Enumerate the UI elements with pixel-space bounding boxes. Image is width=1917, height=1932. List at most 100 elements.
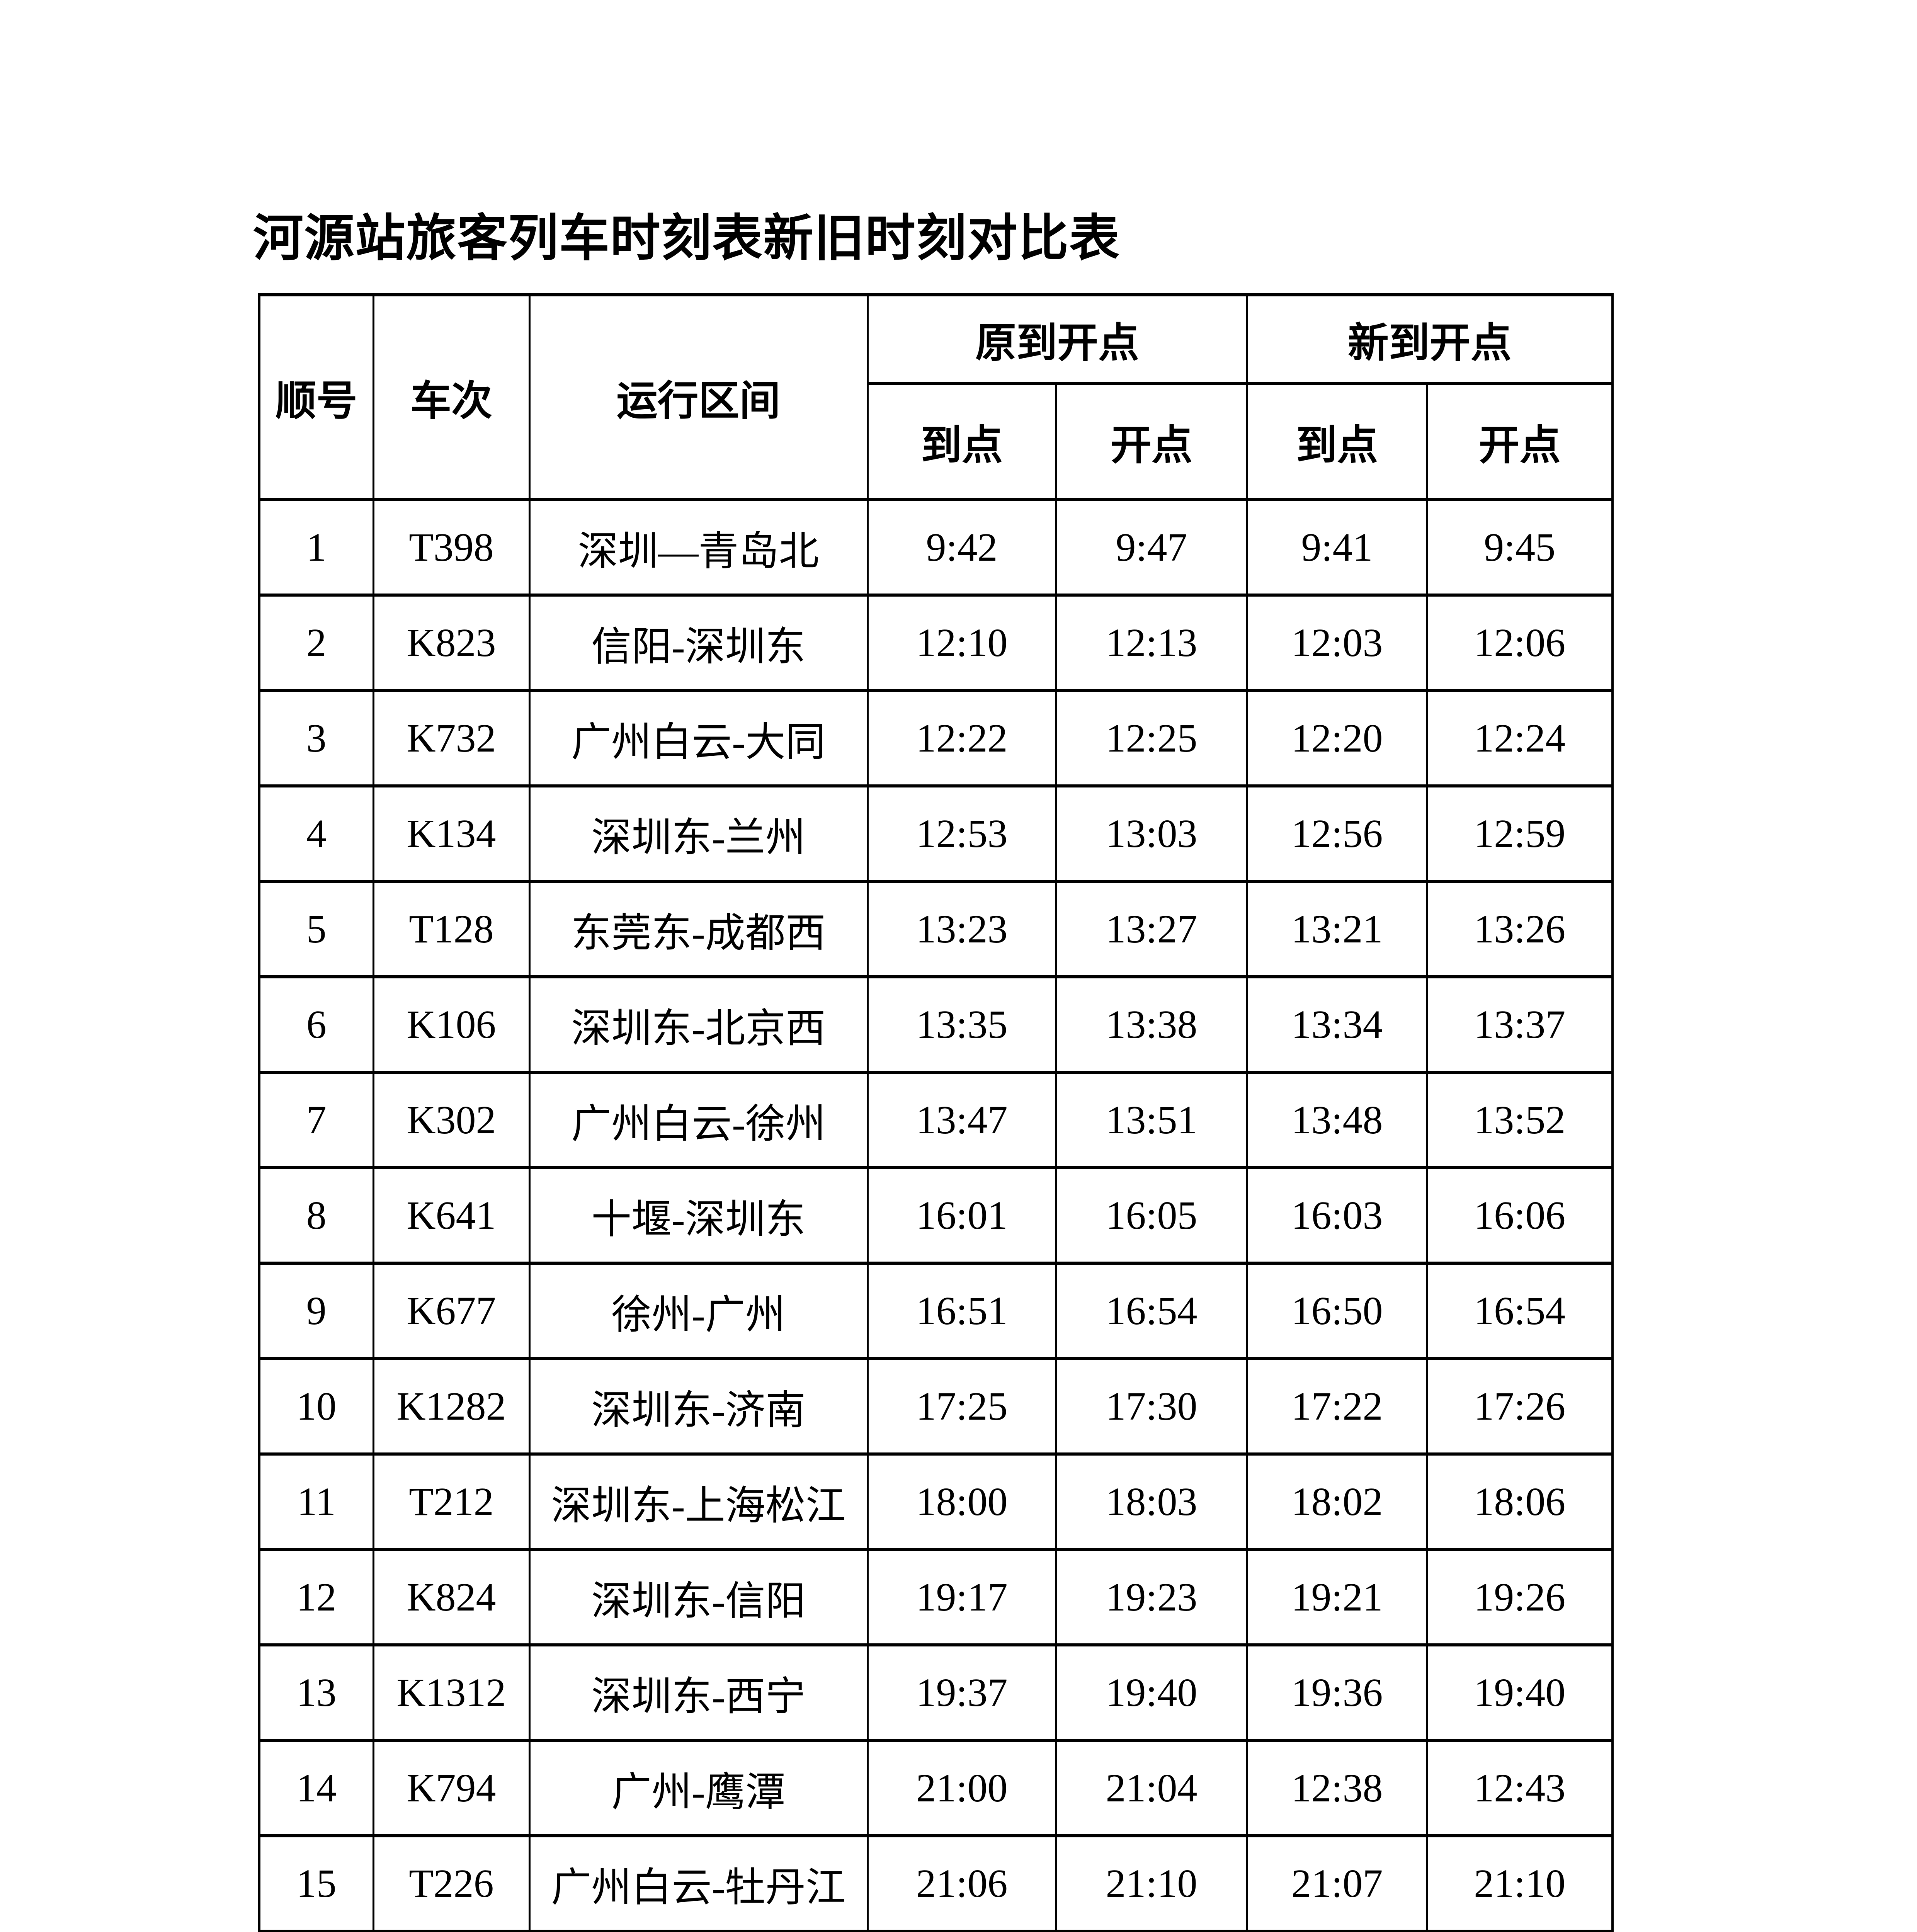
new-departure-cell: 19:26 xyxy=(1426,1548,1614,1646)
new-departure-cell: 12:43 xyxy=(1426,1738,1614,1837)
new-arrival-cell: 9:41 xyxy=(1246,498,1428,597)
route-cell: 深圳东-济南 xyxy=(528,1357,869,1456)
row-seq-cell: 10 xyxy=(258,1357,374,1456)
table-row: 5 T128 东莞东-成都西 13:23 13:27 13:21 13:26 xyxy=(258,879,1614,978)
header-new-depart: 开点 xyxy=(1426,382,1614,501)
old-departure-cell: 13:51 xyxy=(1055,1070,1248,1169)
train-number-cell: K641 xyxy=(372,1166,531,1265)
table-row: 6 K106 深圳东-北京西 13:35 13:38 13:34 13:37 xyxy=(258,975,1614,1074)
new-arrival-cell: 13:48 xyxy=(1246,1070,1428,1169)
old-arrival-cell: 19:17 xyxy=(866,1548,1057,1646)
old-departure-cell: 21:26 xyxy=(1055,1929,1248,1932)
route-cell: 广州白云-大同 xyxy=(528,689,869,787)
route-cell: 深圳东-上海松江 xyxy=(528,1452,869,1551)
old-arrival-cell: 13:47 xyxy=(866,1070,1057,1169)
new-arrival-cell: 12:56 xyxy=(1246,784,1428,883)
old-departure-cell: 18:03 xyxy=(1055,1452,1248,1551)
route-cell: 东莞东-成都西 xyxy=(528,879,869,978)
new-arrival-cell: 17:22 xyxy=(1246,1357,1428,1456)
header-old-arrive: 到点 xyxy=(866,382,1057,501)
row-seq-cell: 9 xyxy=(258,1261,374,1360)
row-seq-cell: 15 xyxy=(258,1834,374,1932)
header-new-arrive: 到点 xyxy=(1246,382,1428,501)
train-number-cell: T226 xyxy=(372,1834,531,1932)
old-arrival-cell: 12:10 xyxy=(866,593,1057,692)
new-departure-cell: 19:40 xyxy=(1426,1643,1614,1742)
train-number-cell: T398 xyxy=(372,498,531,597)
row-seq-cell: 6 xyxy=(258,975,374,1074)
table-row: 4 K134 深圳东-兰州 12:53 13:03 12:56 12:59 xyxy=(258,784,1614,883)
new-departure-cell: 13:26 xyxy=(1426,879,1614,978)
old-departure-cell: 12:25 xyxy=(1055,689,1248,787)
old-departure-cell: 9:47 xyxy=(1055,498,1248,597)
page-title: 河源站旅客列车时刻表新旧时刻对比表 xyxy=(253,211,1121,267)
new-departure-cell: 18:06 xyxy=(1426,1452,1614,1551)
old-arrival-cell: 13:35 xyxy=(866,975,1057,1074)
new-departure-cell: 13:52 xyxy=(1426,1070,1614,1169)
row-seq-cell: 14 xyxy=(258,1738,374,1837)
table-row: 10 K1282 深圳东-济南 17:25 17:30 17:22 17:26 xyxy=(258,1357,1614,1456)
row-seq-cell: 16 xyxy=(258,1929,374,1932)
header-old-group: 原到开点 xyxy=(866,293,1248,385)
route-cell: 深圳东-兰州 xyxy=(528,784,869,883)
old-departure-cell: 16:05 xyxy=(1055,1166,1248,1265)
route-cell: 深圳—青岛北 xyxy=(528,498,869,597)
new-departure-cell: 17:26 xyxy=(1426,1357,1614,1456)
old-departure-cell: 17:30 xyxy=(1055,1357,1248,1456)
row-seq-cell: 3 xyxy=(258,689,374,787)
new-departure-cell: 12:06 xyxy=(1426,593,1614,692)
timetable-header: 顺号 车次 运行区间 原到开点 新到开点 到点 开点 到点 开点 xyxy=(258,293,1614,501)
new-departure-cell: 12:59 xyxy=(1426,784,1614,883)
new-arrival-cell: 12:38 xyxy=(1246,1738,1428,1837)
row-seq-cell: 12 xyxy=(258,1548,374,1646)
old-departure-cell: 21:04 xyxy=(1055,1738,1248,1837)
header-row-groups: 顺号 车次 运行区间 原到开点 新到开点 xyxy=(258,293,1614,501)
old-arrival-cell: 16:01 xyxy=(866,1166,1057,1265)
table-row: 16 K1020 深圳东-九江 21:20 21:26 21:31 21:34 xyxy=(258,1929,1614,1932)
train-number-cell: K134 xyxy=(372,784,531,883)
train-number-cell: K677 xyxy=(372,1261,531,1360)
route-cell: 广州-鹰潭 xyxy=(528,1738,869,1837)
train-number-cell: K302 xyxy=(372,1070,531,1169)
old-arrival-cell: 21:00 xyxy=(866,1738,1057,1837)
train-number-cell: K824 xyxy=(372,1548,531,1646)
new-arrival-cell: 16:50 xyxy=(1246,1261,1428,1360)
new-arrival-cell: 19:21 xyxy=(1246,1548,1428,1646)
table-row: 8 K641 十堰-深圳东 16:01 16:05 16:03 16:06 xyxy=(258,1166,1614,1265)
new-departure-cell: 13:37 xyxy=(1426,975,1614,1074)
new-arrival-cell: 16:03 xyxy=(1246,1166,1428,1265)
train-number-cell: T128 xyxy=(372,879,531,978)
train-number-cell: T212 xyxy=(372,1452,531,1551)
old-departure-cell: 19:23 xyxy=(1055,1548,1248,1646)
row-seq-cell: 7 xyxy=(258,1070,374,1169)
old-arrival-cell: 17:25 xyxy=(866,1357,1057,1456)
route-cell: 深圳东-九江 xyxy=(528,1929,869,1932)
row-seq-cell: 4 xyxy=(258,784,374,883)
old-departure-cell: 13:27 xyxy=(1055,879,1248,978)
train-number-cell: K732 xyxy=(372,689,531,787)
route-cell: 深圳东-西宁 xyxy=(528,1643,869,1742)
route-cell: 信阳-深圳东 xyxy=(528,593,869,692)
new-arrival-cell: 18:02 xyxy=(1246,1452,1428,1551)
old-departure-cell: 13:38 xyxy=(1055,975,1248,1074)
row-seq-cell: 2 xyxy=(258,593,374,692)
header-train: 车次 xyxy=(372,293,531,501)
row-seq-cell: 1 xyxy=(258,498,374,597)
row-seq-cell: 5 xyxy=(258,879,374,978)
new-arrival-cell: 19:36 xyxy=(1246,1643,1428,1742)
old-departure-cell: 13:03 xyxy=(1055,784,1248,883)
old-departure-cell: 21:10 xyxy=(1055,1834,1248,1932)
old-arrival-cell: 19:37 xyxy=(866,1643,1057,1742)
table-row: 12 K824 深圳东-信阳 19:17 19:23 19:21 19:26 xyxy=(258,1548,1614,1646)
train-number-cell: K794 xyxy=(372,1738,531,1837)
old-arrival-cell: 9:42 xyxy=(866,498,1057,597)
header-old-depart: 开点 xyxy=(1055,382,1248,501)
new-departure-cell: 12:24 xyxy=(1426,689,1614,787)
new-arrival-cell: 21:31 xyxy=(1246,1929,1428,1932)
train-number-cell: K1020 xyxy=(372,1929,531,1932)
header-row-sub: 到点 开点 到点 开点 xyxy=(259,382,1614,501)
old-arrival-cell: 21:20 xyxy=(866,1929,1057,1932)
table-row: 13 K1312 深圳东-西宁 19:37 19:40 19:36 19:40 xyxy=(258,1643,1614,1742)
header-seq: 顺号 xyxy=(258,293,374,501)
